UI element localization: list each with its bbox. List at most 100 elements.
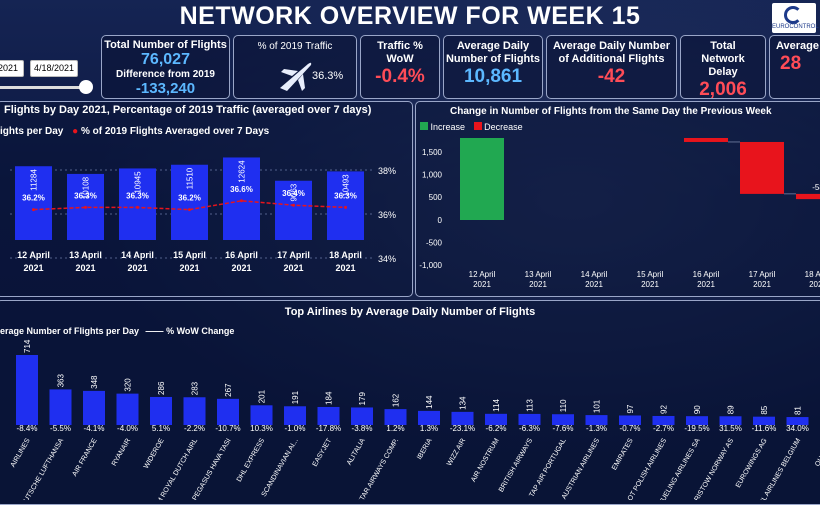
flights-bar [327, 171, 364, 240]
wow-change-label: -2.2% [184, 424, 205, 433]
total-flights-label: Total Number of Flights [104, 39, 227, 51]
airline-name-label: EMIRATES [611, 437, 635, 471]
wow-change-label: -11.6% [752, 424, 777, 433]
wow-line-legend-icon: —— [145, 326, 164, 336]
pct-data-label: 36.3% [74, 191, 97, 200]
diff-2019-value: -133,240 [135, 80, 196, 97]
top-airlines-chart: 714 -8.4% AIRLINES 363 -5.5% UTSCHE LUFTHANSA… [10, 339, 820, 500]
airline-value-label: 85 [760, 405, 769, 414]
wow-change-label: 5.1% [152, 424, 170, 433]
pct-2019-label: % of 2019 Traffic [257, 41, 333, 52]
x-tick-year-label: 2021 [75, 263, 95, 273]
wow-change-label: -1.0% [285, 424, 306, 433]
airline-bar [552, 414, 574, 425]
wow-change-label: -1.3% [586, 424, 607, 433]
wow-change-label: -5.5% [50, 424, 71, 433]
wow-change-label: 10.3% [250, 424, 273, 433]
pct-data-label: 36.2% [178, 194, 201, 203]
airline-name-label: WIDEROE [143, 437, 166, 470]
airline-value-label: 286 [157, 381, 166, 395]
decrease-bar [684, 138, 728, 142]
airline-value-label: 191 [291, 390, 300, 404]
airline-value-label: 97 [626, 404, 635, 413]
airline-name-label: AUSTRIAN AIRLINES [561, 437, 602, 500]
y-tick-label: 1,000 [422, 171, 443, 180]
pct-data-label: 36.2% [22, 194, 45, 203]
airline-bar [786, 417, 809, 425]
y-tick-label: -1,000 [419, 261, 442, 270]
avg-daily-value: 10,861 [463, 66, 523, 87]
airline-name-label: OLYMPIC [814, 438, 820, 468]
airline-bar [451, 411, 474, 425]
avg-delay-value: 28 [780, 53, 802, 74]
airline-name-label: ALITALIA [346, 437, 367, 466]
airline-bar [384, 409, 407, 425]
x-tick-year-label: 2021 [641, 280, 659, 289]
wow-change-label: -8.4% [17, 424, 38, 433]
y-tick-label: -500 [426, 238, 443, 247]
airline-value-label: 179 [358, 392, 367, 406]
x-tick-label: 13 April [525, 270, 552, 279]
net-delay-label: Total Network Delay [701, 40, 745, 78]
x-tick-label: 12 April [469, 270, 496, 279]
flights-bar [15, 166, 52, 240]
wow-change-label: -10.7% [215, 424, 240, 433]
airline-bar [183, 397, 206, 425]
x-tick-year-label: 2021 [473, 280, 491, 289]
airline-bar [49, 389, 72, 425]
airline-value-label: 113 [526, 399, 535, 412]
x-tick-label: 14 April [581, 270, 608, 279]
airline-name-label: SCANDINAVIAN AI... [261, 437, 300, 498]
wow-change-label: -7.6% [553, 424, 574, 433]
airline-bar [418, 410, 440, 425]
x-tick-label: 17 April [749, 270, 776, 279]
x-tick-label: 14 April [121, 250, 154, 260]
decrease-bar [740, 141, 784, 194]
total-flights-value: 76,027 [141, 51, 190, 68]
traffic-wow-value: -0.4% [375, 66, 425, 87]
x-tick-label: 15 April [173, 250, 206, 260]
airline-name-label: RYANAIR [111, 438, 132, 468]
pct-data-label: 36.3% [126, 191, 149, 200]
wow-change-label: -2.7% [653, 424, 674, 433]
date-slider-handle[interactable] [79, 80, 93, 94]
pct-point [136, 205, 139, 209]
airline-name-label: IBERIA [416, 437, 434, 461]
y-tick-label: 1,500 [422, 148, 443, 157]
x-tick-year-label: 2021 [283, 263, 303, 273]
pct-data-label: 36.4% [282, 189, 305, 198]
airplane-icon [280, 62, 312, 91]
wow-change-label: -0.7% [620, 424, 641, 433]
airline-bar [351, 407, 373, 425]
x-tick-year-label: 2021 [179, 263, 199, 273]
airline-name-label: AIR FRANCE [71, 437, 98, 478]
start-date-input[interactable]: 2021 [0, 60, 24, 77]
airline-bar [485, 413, 507, 425]
increase-swatch [420, 122, 428, 130]
end-date-input[interactable]: 4/18/2021 [30, 60, 78, 77]
x-tick-label: 17 April [277, 250, 310, 260]
flights-bar [119, 168, 156, 240]
airline-value-label: 114 [492, 399, 501, 412]
y-tick-label: 0 [438, 216, 443, 225]
x-tick-label: 12 April [17, 250, 50, 260]
x-tick-label: 13 April [69, 250, 102, 260]
y2-tick-label: 34% [378, 254, 396, 264]
airline-bar [719, 416, 742, 425]
increase-legend-label: Increase [430, 122, 466, 132]
airline-value-label: 184 [325, 391, 334, 405]
x-tick-year-label: 2021 [585, 280, 603, 289]
avg-delay-label: Average Dela [776, 40, 820, 52]
airline-name-label: WIZZ AIR [446, 438, 467, 468]
change-legend: Increase Decrease [420, 122, 523, 132]
pct-data-label: 36.3% [334, 191, 357, 200]
x-tick-year-label: 2021 [697, 280, 715, 289]
logo-ring-icon [784, 6, 802, 24]
wow-legend-label: % WoW Change [166, 326, 235, 336]
red-dot-legend-icon: ● [72, 126, 79, 137]
airline-name-label: EUROWINGS AG [735, 438, 769, 490]
date-slider-track[interactable] [0, 86, 90, 89]
pct-point [240, 199, 243, 203]
bar-value-label: 11284 [30, 169, 39, 191]
top-airlines-legend: erage Number of Flights per Day —— % WoW… [0, 326, 234, 336]
